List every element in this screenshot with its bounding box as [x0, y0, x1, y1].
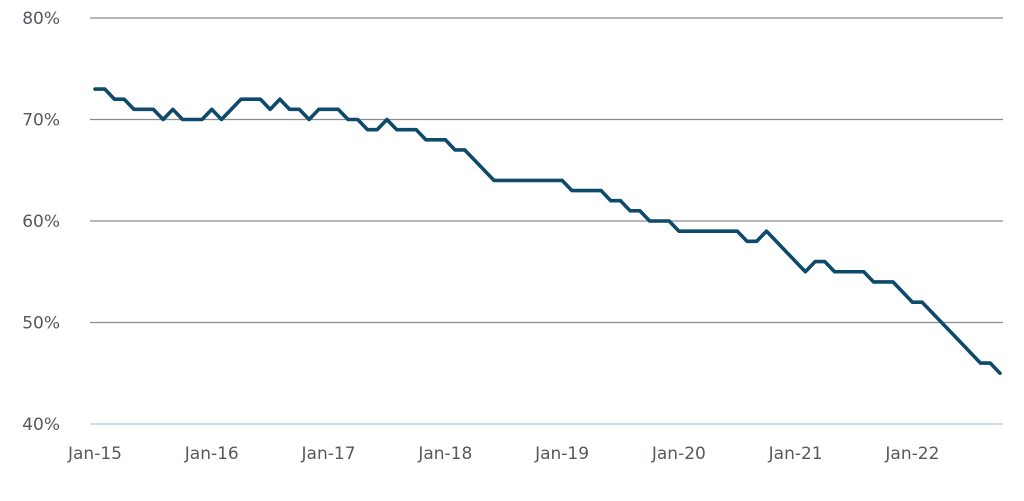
y-tick-label: 40% [22, 415, 60, 435]
x-tick-label: Jan-22 [884, 444, 939, 464]
x-tick-label: Jan-20 [651, 444, 706, 464]
y-axis-tick-labels: 40% 50% 60% 70% 80% [22, 9, 60, 435]
series-group [93, 87, 1002, 376]
x-axis-tick-labels: Jan-15 Jan-16 Jan-17 Jan-18 Jan-19 Jan-20 Jan-… [67, 444, 939, 464]
x-tick-label: Jan-21 [768, 444, 823, 464]
gridlines [90, 17, 1003, 425]
y-tick-label: 70% [22, 111, 60, 131]
x-tick-label: Jan-17 [301, 444, 356, 464]
x-tick-label: Jan-19 [534, 444, 589, 464]
x-tick-label: Jan-18 [417, 444, 472, 464]
y-tick-label: 80% [22, 9, 60, 29]
y-tick-label: 50% [22, 314, 60, 334]
y-tick-label: 60% [22, 212, 60, 232]
series-line-0 [93, 87, 1002, 376]
x-tick-label: Jan-15 [67, 444, 122, 464]
x-tick-label: Jan-16 [184, 444, 239, 464]
